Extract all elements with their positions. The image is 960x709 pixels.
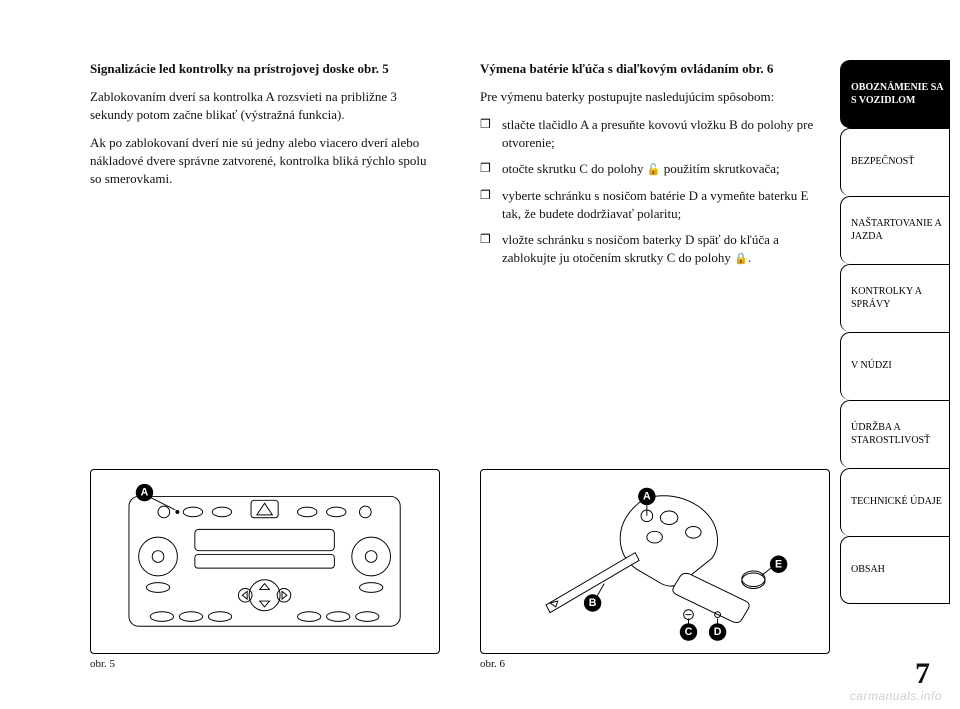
figure-6-callout-a: A [643, 491, 651, 503]
left-paragraph-1: Zablokovaním dverí sa kontrolka A rozsvi… [90, 88, 440, 124]
figure-6-callout-c: C [685, 626, 693, 638]
tab-kontrolky[interactable]: KONTROLKY A SPRÁVY [840, 264, 950, 332]
bullet-1: stlačte tlačidlo A a presuňte kovovú vlo… [480, 116, 830, 152]
right-intro: Pre výmenu baterky postupujte nasledujúc… [480, 88, 830, 106]
figure-6-callout-d: D [714, 626, 722, 638]
tab-bezpecnost[interactable]: BEZPEČNOSŤ [840, 128, 950, 196]
figure-5-box: A [90, 469, 440, 654]
bullet-2: otočte skrutku C do polohy 🔓 použitím sk… [480, 160, 830, 178]
right-bullet-list: stlačte tlačidlo A a presuňte kovovú vlo… [480, 116, 830, 276]
tab-technicke[interactable]: TECHNICKÉ ÚDAJE [840, 468, 950, 536]
tab-udrzba[interactable]: ÚDRŽBA A STAROSTLIVOSŤ [840, 400, 950, 468]
left-paragraph-2: Ak po zablokovaní dverí nie sú jedny ale… [90, 134, 440, 189]
figure-6: A B C D E obr. 6 [480, 469, 830, 670]
key-illustration: A B C D E [498, 479, 811, 644]
radio-panel-illustration: A [108, 479, 421, 644]
side-tabs: OBOZNÁMENIE SA S VOZIDLOM BEZPEČNOSŤ NAŠ… [840, 60, 950, 604]
figure-5: A obr. 5 [90, 469, 440, 670]
figure-6-caption: obr. 6 [480, 658, 830, 670]
column-left: Signalizácie led kontrolky na prístrojov… [90, 60, 445, 670]
bullet-2-text-b: použitím skrutkovača; [661, 161, 780, 176]
right-heading: Výmena batérie kľúča s diaľkovým ovládan… [480, 60, 830, 78]
bullet-4: vložte schránku s nosičom baterky D späť… [480, 231, 830, 268]
tab-obsah[interactable]: OBSAH [840, 536, 950, 604]
column-right: Výmena batérie kľúča s diaľkovým ovládan… [475, 60, 830, 670]
bullet-2-text-a: otočte skrutku C do polohy [502, 161, 647, 176]
bullet-4-text-b: . [748, 250, 751, 265]
spacer [480, 275, 830, 469]
tab-nastartovanie[interactable]: NAŠTARTOVANIE A JAZDA [840, 196, 950, 264]
unlock-icon: 🔓 [647, 164, 661, 176]
lock-icon: 🔒 [734, 253, 748, 265]
tab-oboznamenie[interactable]: OBOZNÁMENIE SA S VOZIDLOM [840, 60, 950, 128]
page-number: 7 [915, 657, 930, 691]
tab-v-nudzi[interactable]: V NÚDZI [840, 332, 950, 400]
figure-6-callout-b: B [589, 597, 597, 609]
spacer [90, 198, 440, 469]
figure-5-callout-a: A [141, 487, 149, 499]
figure-6-box: A B C D E [480, 469, 830, 654]
left-heading: Signalizácie led kontrolky na prístrojov… [90, 60, 440, 78]
page: Signalizácie led kontrolky na prístrojov… [0, 0, 960, 709]
content-columns: Signalizácie led kontrolky na prístrojov… [90, 60, 830, 670]
watermark: carmanuals.info [850, 689, 942, 703]
figure-5-caption: obr. 5 [90, 658, 440, 670]
bullet-3: vyberte schránku s nosičom batérie D a v… [480, 187, 830, 223]
figure-6-callout-e: E [775, 558, 782, 570]
